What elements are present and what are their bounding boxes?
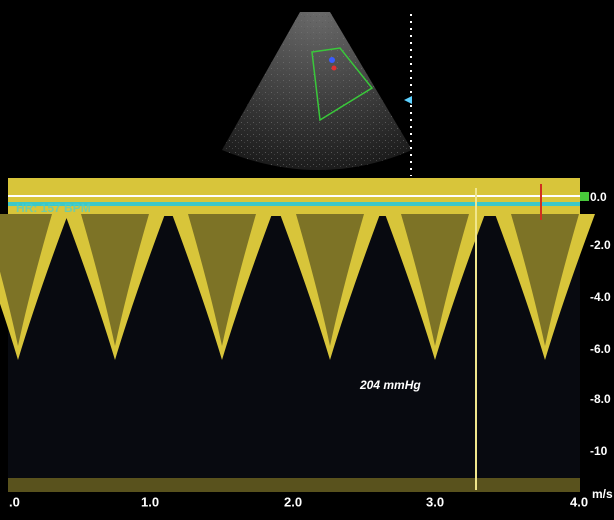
spectral-core (188, 214, 256, 346)
velocity-unit: m/s (592, 487, 613, 501)
velocity-tick-label: 0.0 (590, 190, 607, 204)
pressure-gradient: 204 mmHg (359, 378, 421, 392)
velocity-tick-label: -10 (590, 444, 608, 458)
velocity-tick-label: -2.0 (590, 238, 611, 252)
time-tick-label: 3.0 (426, 494, 444, 509)
velocity-tick-label: -4.0 (590, 290, 611, 304)
time-tick-label: 2.0 (284, 494, 302, 509)
color-dot (331, 65, 337, 71)
time-tick-label: .0 (9, 494, 20, 509)
spectral-core (401, 214, 469, 346)
spectral-core (81, 214, 149, 346)
color-dot (329, 57, 335, 63)
velocity-tick-label: -6.0 (590, 342, 611, 356)
baseline-noise (8, 478, 580, 492)
baseline-handle (580, 192, 589, 201)
velocity-tick-label: -8.0 (590, 392, 611, 406)
spectral-core (296, 214, 364, 346)
time-tick-label: 1.0 (141, 494, 159, 509)
color-box (311, 47, 374, 122)
focus-marker (404, 96, 412, 104)
time-tick-label: 4.0 (570, 494, 588, 509)
spectral-envelopes (0, 214, 595, 360)
spectral-core (511, 214, 579, 346)
spectral-core (0, 214, 52, 346)
heart-rate: HR: 157 BPM (16, 201, 91, 215)
